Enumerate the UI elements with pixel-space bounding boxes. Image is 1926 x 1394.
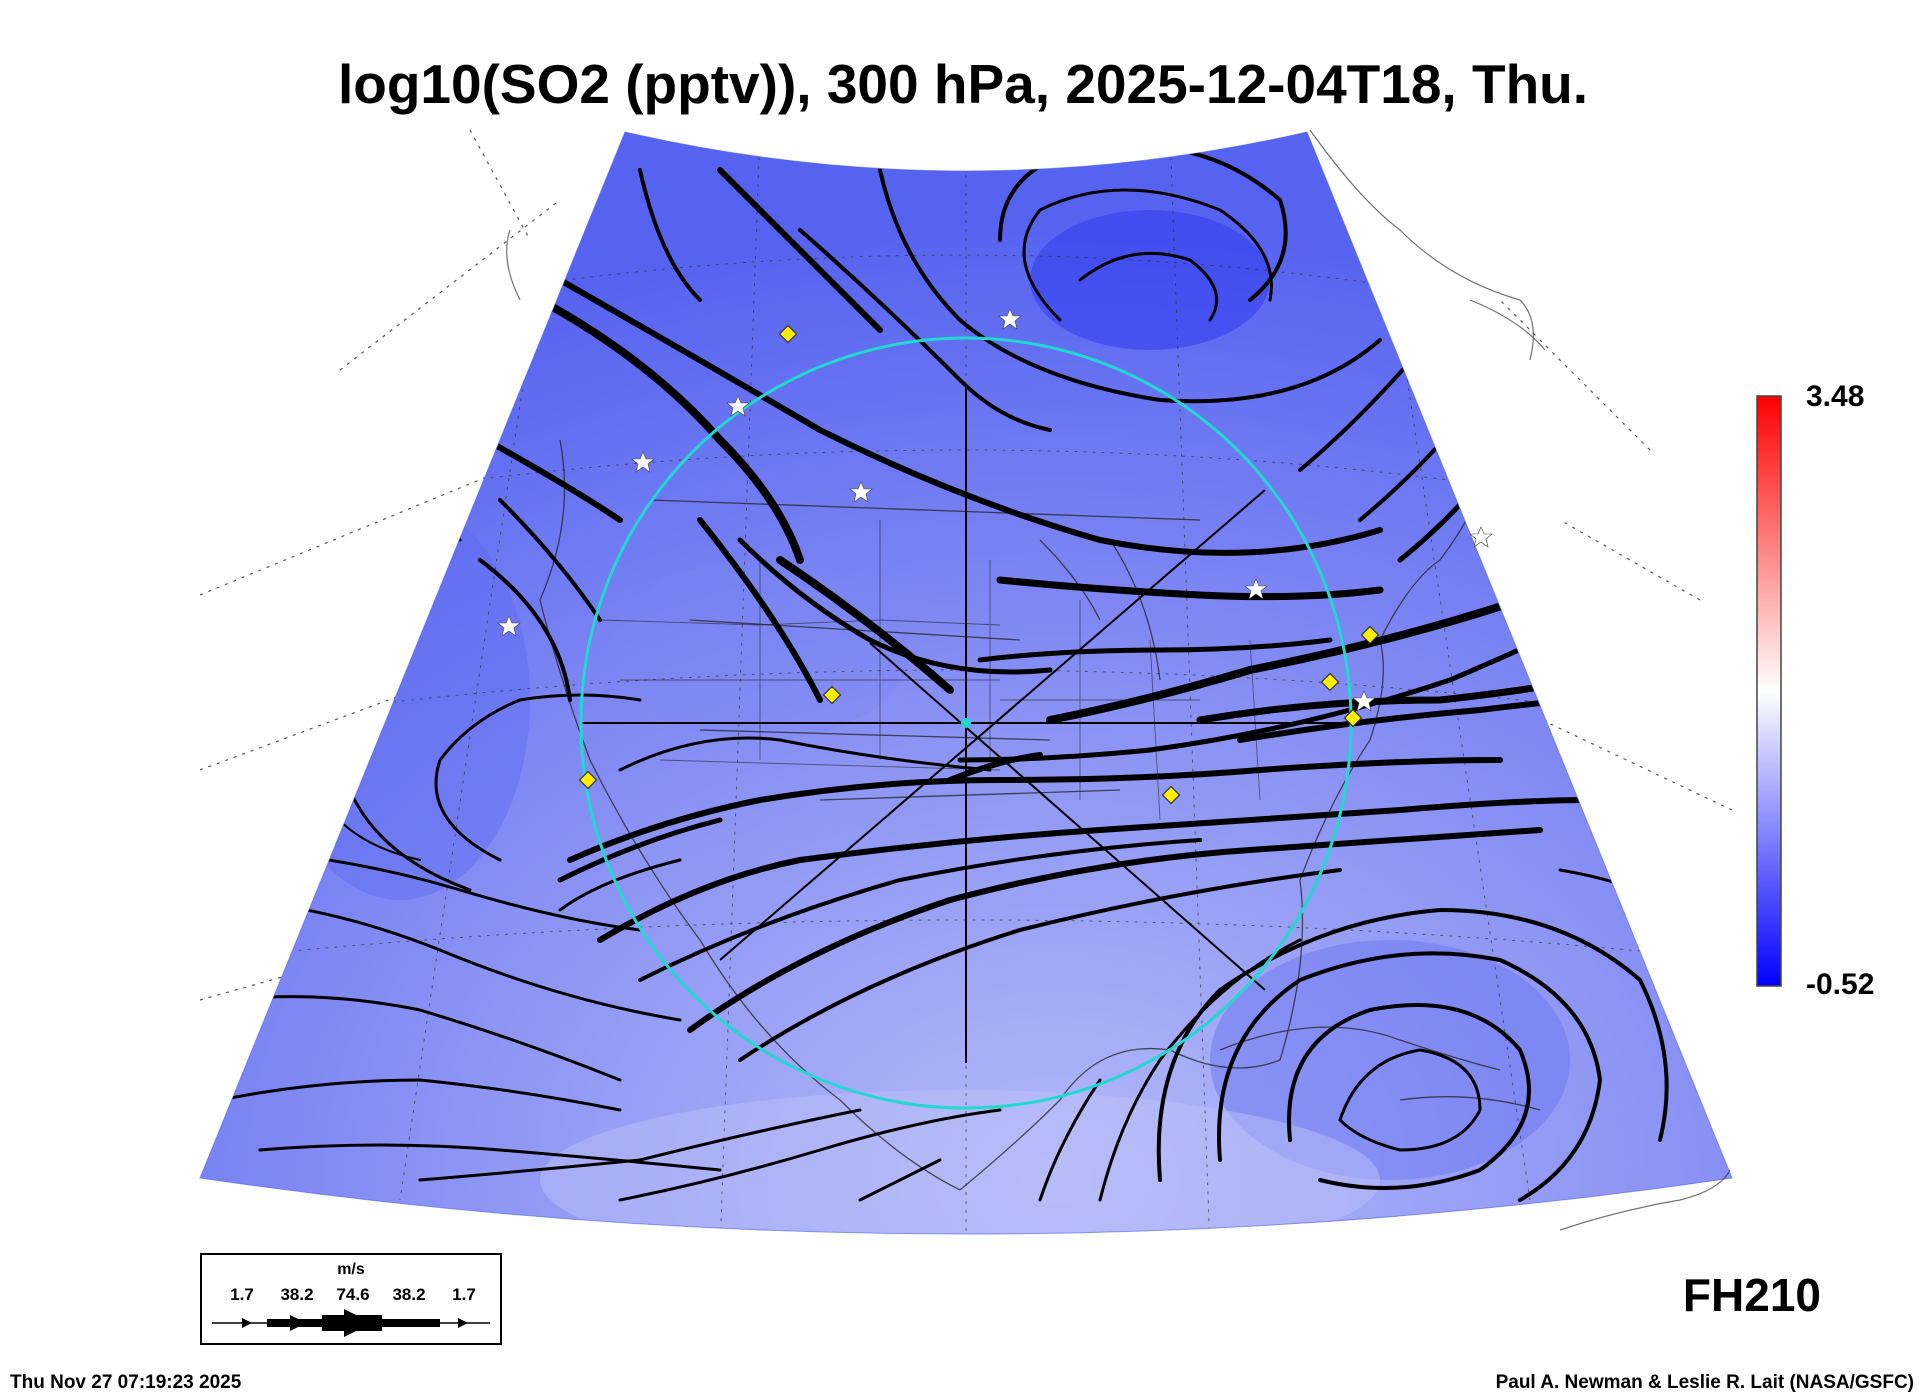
colorbar-min-label: -0.52 — [1806, 968, 1875, 1001]
legend-speed-3: 74.6 — [336, 1285, 370, 1304]
colorbar — [1756, 395, 1782, 987]
legend-speed-1: 1.7 — [230, 1285, 254, 1304]
wind-speed-legend: m/s 1.7 38.2 74.6 38.2 1.7 — [200, 1253, 502, 1345]
legend-speed-2: 38.2 — [280, 1285, 314, 1304]
legend-speed-4: 38.2 — [392, 1285, 426, 1304]
generation-timestamp: Thu Nov 27 07:19:23 2025 — [10, 1372, 242, 1393]
reference-center — [961, 718, 971, 728]
credit-text: Paul A. Newman & Leslie R. Lait (NASA/GS… — [1495, 1372, 1914, 1393]
legend-arrow-scale — [212, 1309, 490, 1337]
star-markers — [497, 308, 1493, 712]
legend-unit: m/s — [337, 1261, 365, 1278]
colorbar-max-label: 3.48 — [1806, 380, 1865, 413]
so2-field — [200, 132, 1732, 1234]
diamond-markers — [578, 324, 1380, 805]
legend-speed-5: 1.7 — [452, 1285, 476, 1304]
forecast-hour: FH210 — [1682, 1269, 1821, 1321]
chart-title: log10(SO2 (pptv)), 300 hPa, 2025-12-04T1… — [337, 53, 1589, 115]
